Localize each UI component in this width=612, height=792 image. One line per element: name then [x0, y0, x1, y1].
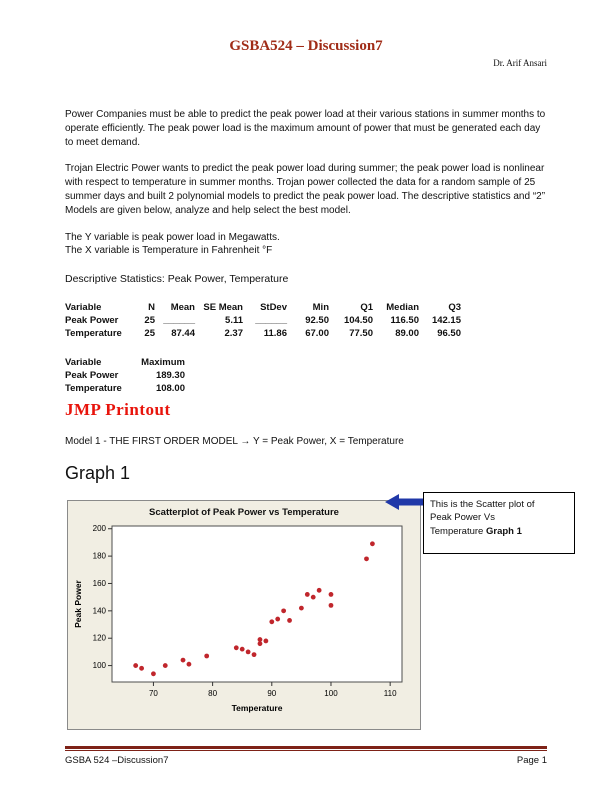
max-cell: 108.00: [155, 383, 185, 395]
stats-cell: 67.00: [305, 328, 329, 340]
stats-cell: Peak Power: [65, 315, 119, 327]
stats-header-cell: Mean: [170, 302, 195, 314]
stats-cell: 11.86: [263, 328, 287, 340]
stats-cell: 104.50: [343, 315, 373, 327]
chart-title: Scatterplot of Peak Power vs Temperature: [149, 507, 339, 519]
svg-text:160: 160: [93, 579, 107, 588]
svg-text:Peak Power: Peak Power: [73, 580, 83, 628]
stats-cell: ______: [163, 315, 195, 327]
stats-cell: 96.50: [437, 328, 461, 340]
stats-header-cell: Min: [312, 302, 329, 314]
max-cell: Peak Power: [65, 370, 119, 382]
stats-cell: Temperature: [65, 328, 122, 340]
max-cell: Temperature: [65, 383, 122, 395]
svg-text:100: 100: [324, 689, 338, 698]
max-header-cell: Variable: [65, 357, 102, 369]
descriptive-stats-heading: Descriptive Statistics: Peak Power, Temp…: [65, 273, 289, 286]
stats-cell: 25: [144, 315, 155, 327]
annotation-line1: This is the Scatter plot of: [430, 499, 535, 511]
svg-text:70: 70: [149, 689, 158, 698]
annotation-line2: Peak Power Vs: [430, 512, 495, 524]
svg-text:Temperature: Temperature: [232, 703, 283, 713]
max-row-temperature: Temperature 108.00: [65, 383, 185, 396]
stats-cell: ______: [255, 315, 287, 327]
stats-cell: 87.44: [171, 328, 195, 340]
stats-cell: 92.50: [305, 315, 329, 327]
x-variable-line: The X variable is Temperature in Fahrenh…: [65, 245, 273, 257]
scatterplot-frame: Scatterplot of Peak Power vs Temperature…: [67, 500, 421, 731]
footer-rule-thin: [65, 750, 547, 751]
annotation-box: This is the Scatter plot of Peak Power V…: [423, 492, 575, 555]
graph-section: Scatterplot of Peak Power vs Temperature…: [65, 492, 575, 737]
paragraph-trojan-power: Trojan Electric Power wants to predict t…: [65, 163, 546, 216]
stats-row-peak-power: Peak Power 25 ______ 5.11 ______ 92.50 1…: [65, 315, 461, 328]
stats-header-cell: Variable: [65, 302, 102, 314]
max-row-peak-power: Peak Power 189.30: [65, 370, 185, 383]
svg-text:110: 110: [384, 689, 397, 698]
maximum-table: Variable Maximum Peak Power 189.30 Tempe…: [65, 357, 185, 396]
svg-text:120: 120: [93, 634, 107, 643]
svg-text:140: 140: [93, 607, 107, 616]
svg-text:100: 100: [93, 661, 107, 670]
stats-header-cell: Median: [386, 302, 419, 314]
stats-header-cell: StDev: [260, 302, 287, 314]
document-content: GSBA524 – Discussion7 Dr. Arif Ansari Po…: [65, 38, 575, 737]
stats-header-cell: Q1: [360, 302, 373, 314]
page-title: GSBA524 – Discussion7: [229, 38, 383, 54]
stats-header-row: Variable N Mean SE Mean StDev Min Q1 Med…: [65, 302, 461, 315]
author-name: Dr. Arif Ansari: [493, 58, 547, 68]
stats-cell: 77.50: [349, 328, 373, 340]
svg-text:200: 200: [93, 524, 107, 533]
arrow-left-icon: [385, 494, 427, 511]
footer-rule-thick: [65, 746, 547, 749]
stats-header-cell: SE Mean: [203, 302, 243, 314]
annotation-line3: Temperature: [430, 525, 484, 537]
max-header-row: Variable Maximum: [65, 357, 185, 370]
page-footer: GSBA 524 –Discussion7 Page 1: [65, 746, 547, 766]
footer-page-number: Page 1: [516, 755, 547, 766]
variable-definitions: The Y variable is peak power load in Meg…: [65, 231, 547, 259]
svg-text:90: 90: [267, 689, 276, 698]
stats-cell: 142.15: [431, 315, 461, 327]
model1-line: Model 1 - THE FIRST ORDER MODEL → Y = Pe…: [65, 436, 404, 448]
stats-cell: 25: [144, 328, 155, 340]
svg-text:180: 180: [93, 552, 107, 561]
footer-doc-name: GSBA 524 –Discussion7: [65, 755, 169, 766]
annotation-graph-ref: Graph 1: [485, 525, 522, 537]
stats-cell: 2.37: [224, 328, 244, 340]
y-variable-line: The Y variable is peak power load in Meg…: [65, 231, 280, 243]
descriptive-stats-table: Variable N Mean SE Mean StDev Min Q1 Med…: [65, 302, 461, 341]
stats-header-cell: Q3: [448, 302, 461, 314]
jmp-printout-label: JMP Printout: [65, 400, 171, 420]
stats-cell: 116.50: [390, 315, 419, 327]
paragraph-power-companies: Power Companies must be able to predict …: [65, 109, 546, 148]
stats-row-temperature: Temperature 25 87.44 2.37 11.86 67.00 77…: [65, 328, 461, 341]
max-header-cell: Maximum: [141, 357, 185, 369]
stats-header-cell: N: [148, 302, 155, 314]
graph1-label: Graph 1: [65, 463, 131, 484]
stats-cell: 5.11: [225, 315, 243, 327]
svg-text:80: 80: [208, 689, 217, 698]
max-cell: 189.30: [155, 370, 185, 382]
scatterplot-canvas: 70 80 90 100 110 100 120 140 160 180 200 Temperatur…: [73, 524, 403, 713]
stats-cell: 89.00: [395, 328, 419, 340]
